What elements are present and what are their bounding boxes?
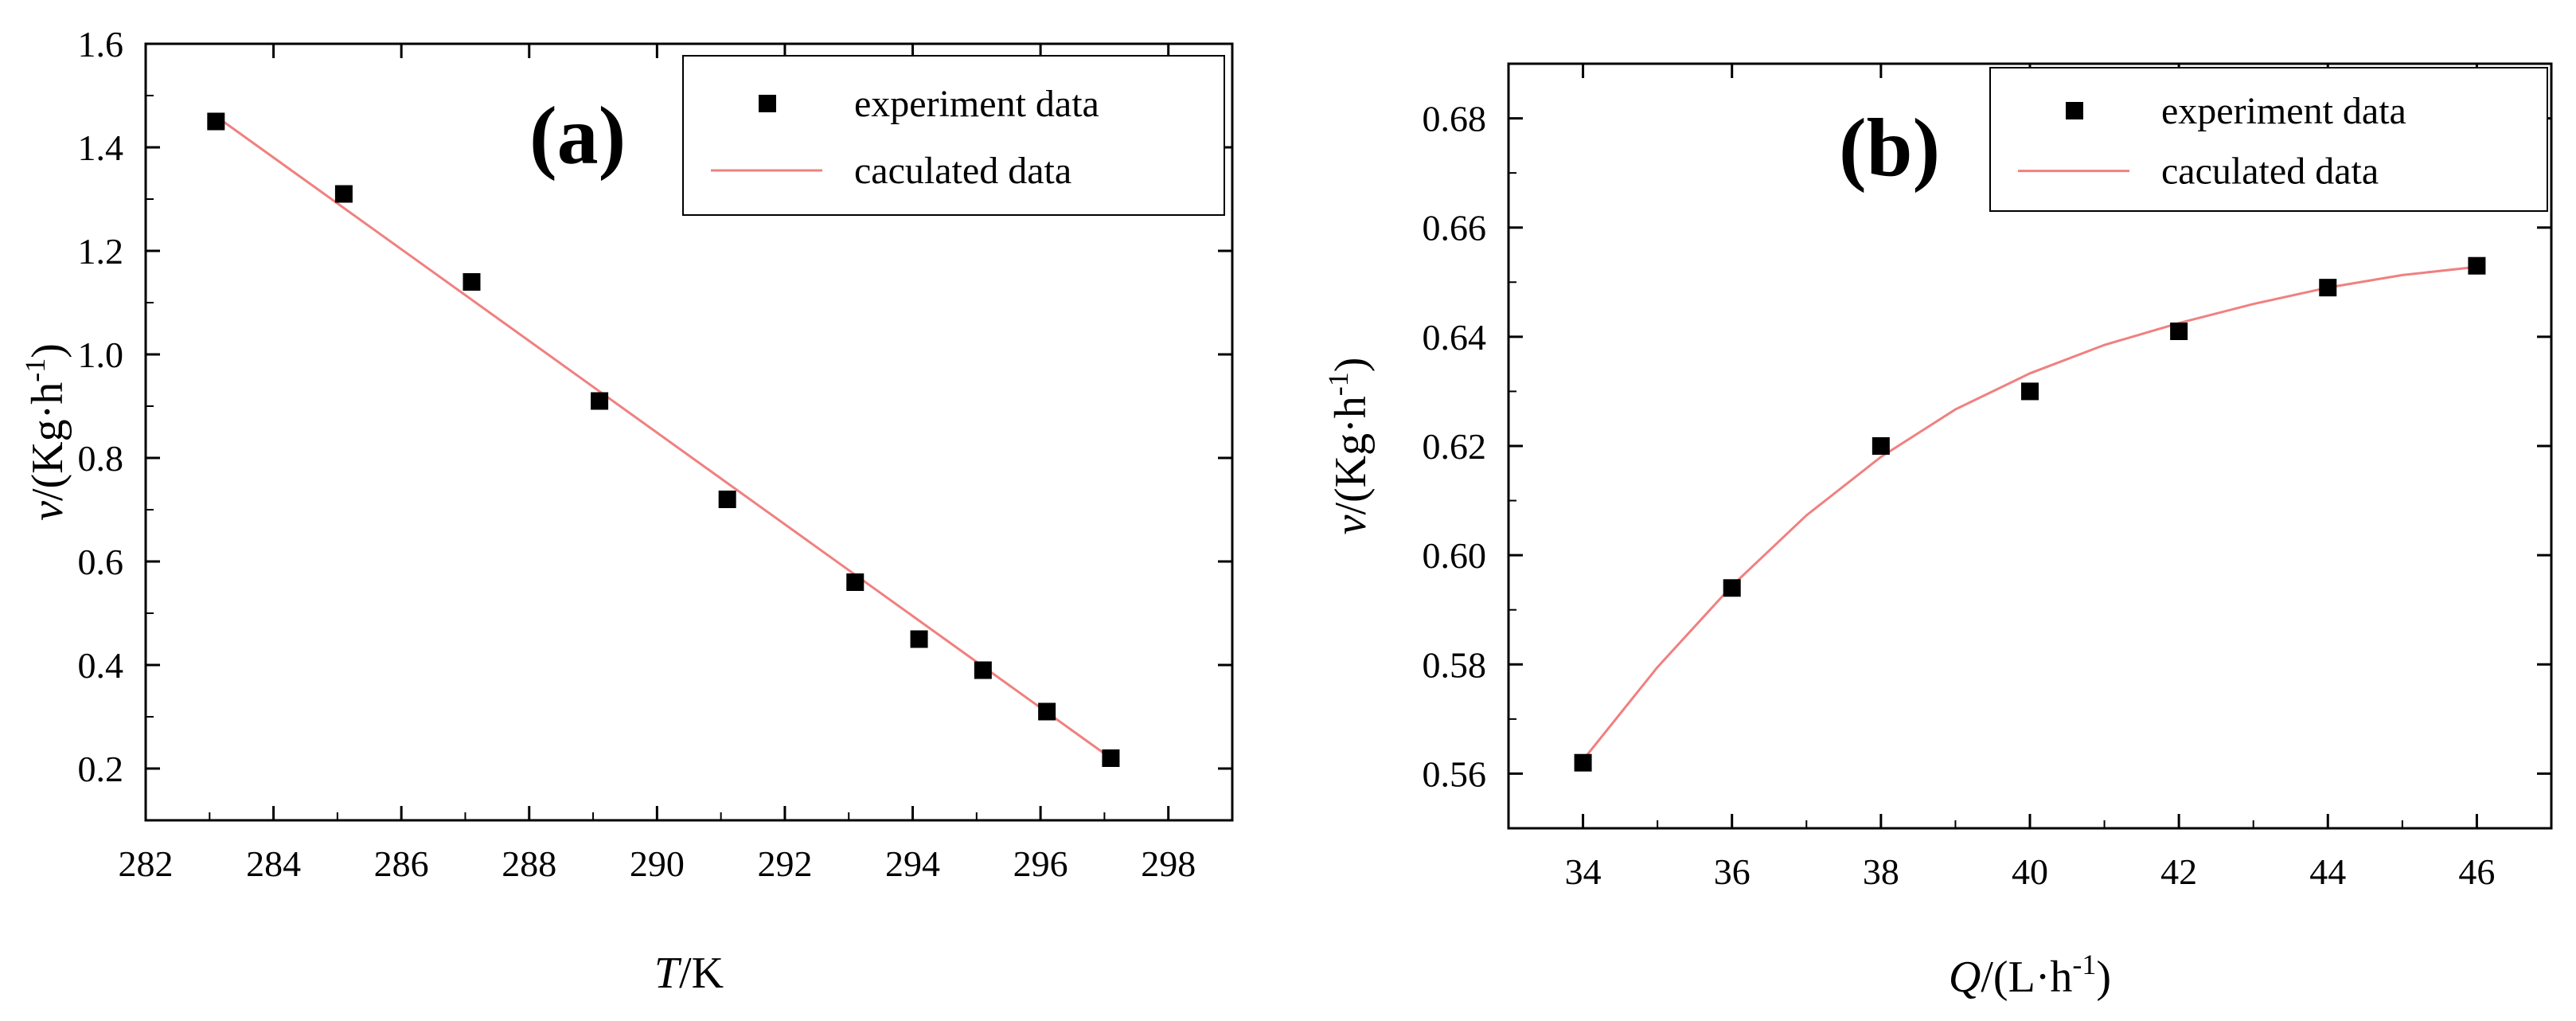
legend-box: [682, 55, 1225, 216]
experiment-data-point: [1038, 702, 1056, 721]
y-tick-label: 1.0: [78, 334, 124, 375]
y-tick-label: 0.64: [1423, 317, 1487, 358]
experiment-data-point: [718, 491, 736, 508]
x-tick-label: 46: [2458, 851, 2495, 892]
y-tick-label: 1.6: [78, 24, 124, 65]
x-tick-label: 296: [1013, 843, 1068, 884]
legend-box: [1989, 67, 2548, 212]
x-tick-label: 286: [374, 843, 429, 884]
experiment-data-point: [2319, 279, 2337, 297]
y-tick-label: 0.66: [1423, 208, 1487, 248]
plot-frame: [144, 42, 1234, 822]
experiment-data-point: [1872, 437, 1890, 455]
legend-label-experiment: experiment data: [2161, 90, 2406, 132]
y-tick-label: 0.58: [1423, 644, 1487, 685]
experiment-data-point: [2170, 323, 2188, 340]
x-tick-label: 288: [502, 843, 556, 884]
x-tick-label: 36: [1714, 851, 1751, 892]
experiment-data-point: [463, 273, 481, 291]
x-tick-label: 292: [757, 843, 812, 884]
legend: experiment data caculated data: [1989, 67, 2548, 212]
y-tick-label: 0.8: [78, 438, 124, 479]
x-axis-title: T/K: [654, 949, 724, 998]
y-tick-label: 0.60: [1423, 535, 1487, 576]
y-tick-label: 0.68: [1423, 99, 1487, 139]
x-tick-label: 290: [630, 843, 685, 884]
panel-label: (a): [529, 90, 626, 182]
legend-label-calculated: caculated data: [854, 150, 1071, 192]
legend-marker-experiment: [759, 95, 776, 112]
experiment-data-point: [1723, 579, 1741, 597]
y-tick-label: 0.6: [78, 542, 124, 582]
y-tick-label: 0.56: [1423, 753, 1487, 794]
x-tick-label: 42: [2160, 851, 2197, 892]
experiment-data-point: [1574, 753, 1592, 772]
y-tick-label: 1.4: [78, 127, 124, 168]
experiment-data-point: [2021, 382, 2039, 401]
experiment-data-point: [910, 630, 928, 648]
experiment-data-point: [974, 661, 992, 679]
experiment-data-point: [207, 112, 225, 131]
y-tick-label: 0.4: [78, 645, 124, 686]
experiment-data-point: [1102, 749, 1120, 767]
experiment-data-point: [846, 573, 865, 591]
calculated-data-line: [1582, 265, 2477, 761]
y-tick-label: 0.2: [78, 749, 124, 789]
experiment-data-point: [334, 185, 353, 203]
chart-panel-b: 34 36 38 40 42 44 46 0.56 0.58 0.60 0.62 0.64 0.66 0.…: [1322, 62, 2553, 1002]
chart-panel-a: 282 284 286 288 290 292 294 296 298 0.2 0.4 0.6 0.8 1…: [19, 24, 1234, 998]
y-axis-title: v/(Kg·h-1): [1322, 358, 1376, 535]
y-tick-label: 1.2: [78, 231, 124, 272]
x-tick-label: 44: [2309, 851, 2346, 892]
legend-label-calculated: caculated data: [2161, 151, 2379, 193]
x-tick-label: 294: [885, 843, 940, 884]
legend-marker-experiment: [2066, 102, 2083, 119]
experiment-data-point: [591, 392, 609, 410]
panel-label: (b): [1839, 102, 1940, 194]
x-tick-label: 282: [119, 843, 174, 884]
experiment-data-point: [2468, 256, 2486, 275]
legend: experiment data caculated data: [682, 55, 1225, 216]
calculated-data-line: [215, 115, 1112, 760]
x-tick-label: 38: [1863, 851, 1899, 892]
x-axis-title: Q/(L·h-1): [1949, 949, 2111, 1002]
legend-label-experiment: experiment data: [854, 83, 1099, 125]
x-tick-label: 40: [2012, 851, 2048, 892]
y-tick-label: 0.62: [1423, 426, 1487, 467]
x-tick-label: 34: [1565, 851, 1602, 892]
x-tick-label: 298: [1141, 843, 1196, 884]
x-tick-label: 284: [246, 843, 301, 884]
y-axis-title: v/(Kg·h-1): [19, 343, 72, 521]
